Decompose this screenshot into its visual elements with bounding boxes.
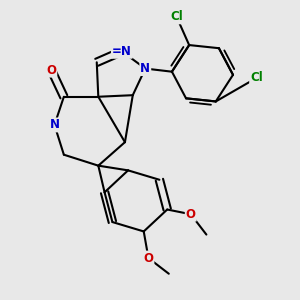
Text: O: O [143,252,153,265]
Text: O: O [186,208,196,221]
Text: =N: =N [112,45,132,58]
Text: N: N [50,118,59,131]
Text: Cl: Cl [170,11,183,23]
Text: Cl: Cl [250,71,263,85]
Text: O: O [46,64,56,76]
Text: N: N [140,62,150,75]
